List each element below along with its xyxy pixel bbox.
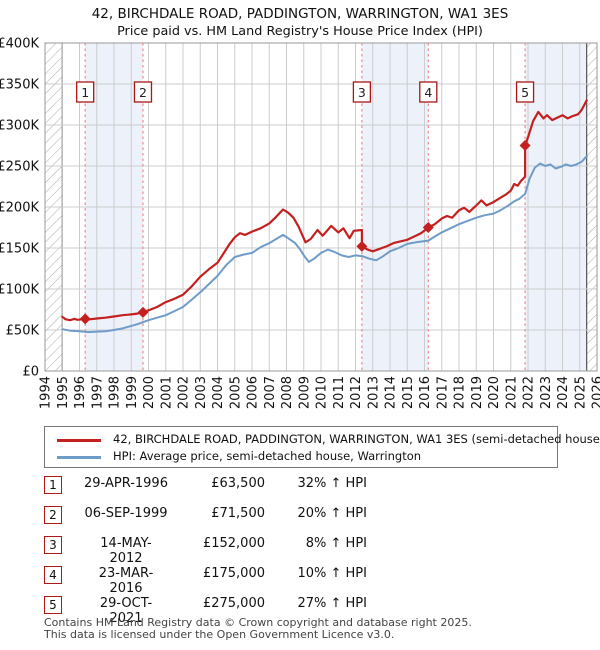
svg-text:2005: 2005 bbox=[228, 376, 243, 409]
sale-number-badge: 3 bbox=[44, 536, 62, 554]
svg-text:2018: 2018 bbox=[453, 376, 468, 409]
svg-text:2012: 2012 bbox=[349, 376, 364, 409]
svg-text:£150K: £150K bbox=[0, 242, 39, 257]
svg-text:2002: 2002 bbox=[177, 376, 192, 409]
svg-text:1994: 1994 bbox=[39, 376, 54, 409]
svg-text:2010: 2010 bbox=[315, 376, 330, 409]
sale-number-badge: 2 bbox=[44, 506, 62, 524]
legend-item-price-paid: 42, BIRCHDALE ROAD, PADDINGTON, WARRINGT… bbox=[45, 431, 600, 449]
svg-text:£400K: £400K bbox=[0, 37, 39, 52]
sale-row: 3 14-MAY-2012 £152,000 8% ↑ HPI bbox=[0, 532, 600, 566]
sale-date: 29-APR-1996 bbox=[84, 476, 168, 491]
svg-text:£100K: £100K bbox=[0, 283, 39, 298]
svg-text:2023: 2023 bbox=[539, 376, 554, 409]
legend-item-hpi: HPI: Average price, semi-detached house,… bbox=[45, 448, 557, 466]
price-chart: 1 2 3 4 5 £0 £50K £100K £150K £200K £250K £300K £350… bbox=[0, 37, 600, 410]
svg-text:4: 4 bbox=[424, 85, 432, 100]
svg-text:£300K: £300K bbox=[0, 119, 39, 134]
sale-hpi-delta: 20% ↑ HPI bbox=[297, 506, 367, 521]
price-paid-line-swatch bbox=[57, 439, 101, 442]
svg-text:2000: 2000 bbox=[142, 376, 157, 409]
sale-date: 29-OCT-2021 bbox=[99, 596, 153, 626]
svg-text:2013: 2013 bbox=[366, 376, 381, 409]
svg-text:2015: 2015 bbox=[401, 376, 416, 409]
svg-text:£350K: £350K bbox=[0, 78, 39, 93]
svg-text:2011: 2011 bbox=[332, 376, 347, 409]
hpi-line-swatch bbox=[57, 456, 101, 459]
svg-text:2014: 2014 bbox=[384, 376, 399, 409]
sale-hpi-delta: 8% ↑ HPI bbox=[305, 536, 367, 551]
svg-text:£50K: £50K bbox=[6, 324, 40, 339]
page-title: 42, BIRCHDALE ROAD, PADDINGTON, WARRINGT… bbox=[91, 6, 509, 22]
svg-text:2007: 2007 bbox=[263, 376, 278, 409]
footer-line-1: Contains HM Land Registry data © Crown c… bbox=[44, 616, 472, 629]
sales-table: 1 29-APR-1996 £63,500 32% ↑ HPI 2 06-SEP-1999… bbox=[0, 472, 600, 626]
svg-text:1998: 1998 bbox=[108, 376, 123, 409]
svg-text:1995: 1995 bbox=[56, 376, 71, 409]
sale-price: £152,000 bbox=[202, 536, 265, 551]
svg-text:2004: 2004 bbox=[211, 376, 226, 409]
svg-text:2021: 2021 bbox=[504, 376, 519, 409]
sale-price: £275,000 bbox=[202, 596, 265, 611]
svg-text:2008: 2008 bbox=[280, 376, 295, 409]
svg-text:2: 2 bbox=[139, 85, 147, 100]
svg-text:5: 5 bbox=[521, 85, 529, 100]
sale-row: 2 06-SEP-1999 £71,500 20% ↑ HPI bbox=[0, 502, 600, 532]
svg-text:£200K: £200K bbox=[0, 201, 39, 216]
svg-text:2006: 2006 bbox=[246, 376, 261, 409]
svg-text:2020: 2020 bbox=[487, 376, 502, 409]
sale-row: 5 29-OCT-2021 £275,000 27% ↑ HPI bbox=[0, 592, 600, 626]
sale-price: £63,500 bbox=[211, 476, 265, 491]
legend-label: 42, BIRCHDALE ROAD, PADDINGTON, WARRINGT… bbox=[113, 432, 600, 446]
svg-text:2016: 2016 bbox=[418, 376, 433, 409]
sale-date: 23-MAR-2016 bbox=[98, 566, 154, 596]
svg-text:2022: 2022 bbox=[522, 376, 537, 409]
svg-text:1997: 1997 bbox=[90, 376, 105, 409]
svg-text:2026: 2026 bbox=[591, 376, 600, 409]
svg-text:2003: 2003 bbox=[194, 376, 209, 409]
svg-text:2017: 2017 bbox=[435, 376, 450, 409]
page-subtitle: Price paid vs. HM Land Registry's House … bbox=[117, 24, 483, 39]
sale-number-badge: 1 bbox=[44, 476, 62, 494]
sale-hpi-delta: 27% ↑ HPI bbox=[297, 596, 367, 611]
svg-text:1: 1 bbox=[81, 85, 89, 100]
sale-date: 06-SEP-1999 bbox=[84, 506, 168, 521]
svg-text:2024: 2024 bbox=[556, 376, 571, 409]
svg-text:1996: 1996 bbox=[73, 376, 88, 409]
sale-date: 14-MAY-2012 bbox=[100, 536, 152, 566]
svg-text:3: 3 bbox=[358, 85, 366, 100]
sale-price: £71,500 bbox=[211, 506, 265, 521]
sale-hpi-delta: 32% ↑ HPI bbox=[297, 476, 367, 491]
svg-text:2009: 2009 bbox=[297, 376, 312, 409]
svg-text:2025: 2025 bbox=[573, 376, 588, 409]
license-footer: Contains HM Land Registry data © Crown c… bbox=[44, 617, 584, 640]
sale-row: 1 29-APR-1996 £63,500 32% ↑ HPI bbox=[0, 472, 600, 502]
svg-text:2001: 2001 bbox=[159, 376, 174, 409]
svg-text:£250K: £250K bbox=[0, 160, 39, 175]
chart-legend: 42, BIRCHDALE ROAD, PADDINGTON, WARRINGT… bbox=[44, 426, 600, 468]
sale-price: £175,000 bbox=[202, 566, 265, 581]
svg-text:£0: £0 bbox=[22, 365, 39, 380]
sale-number-badge: 5 bbox=[44, 596, 62, 614]
legend-label: HPI: Average price, semi-detached house,… bbox=[113, 449, 422, 463]
svg-text:2019: 2019 bbox=[470, 376, 485, 409]
footer-line-2: This data is licensed under the Open Gov… bbox=[44, 627, 395, 641]
sale-hpi-delta: 10% ↑ HPI bbox=[297, 566, 367, 581]
sale-number-badge: 4 bbox=[44, 566, 62, 584]
sale-row: 4 23-MAR-2016 £175,000 10% ↑ HPI bbox=[0, 562, 600, 596]
svg-text:1999: 1999 bbox=[125, 376, 140, 409]
